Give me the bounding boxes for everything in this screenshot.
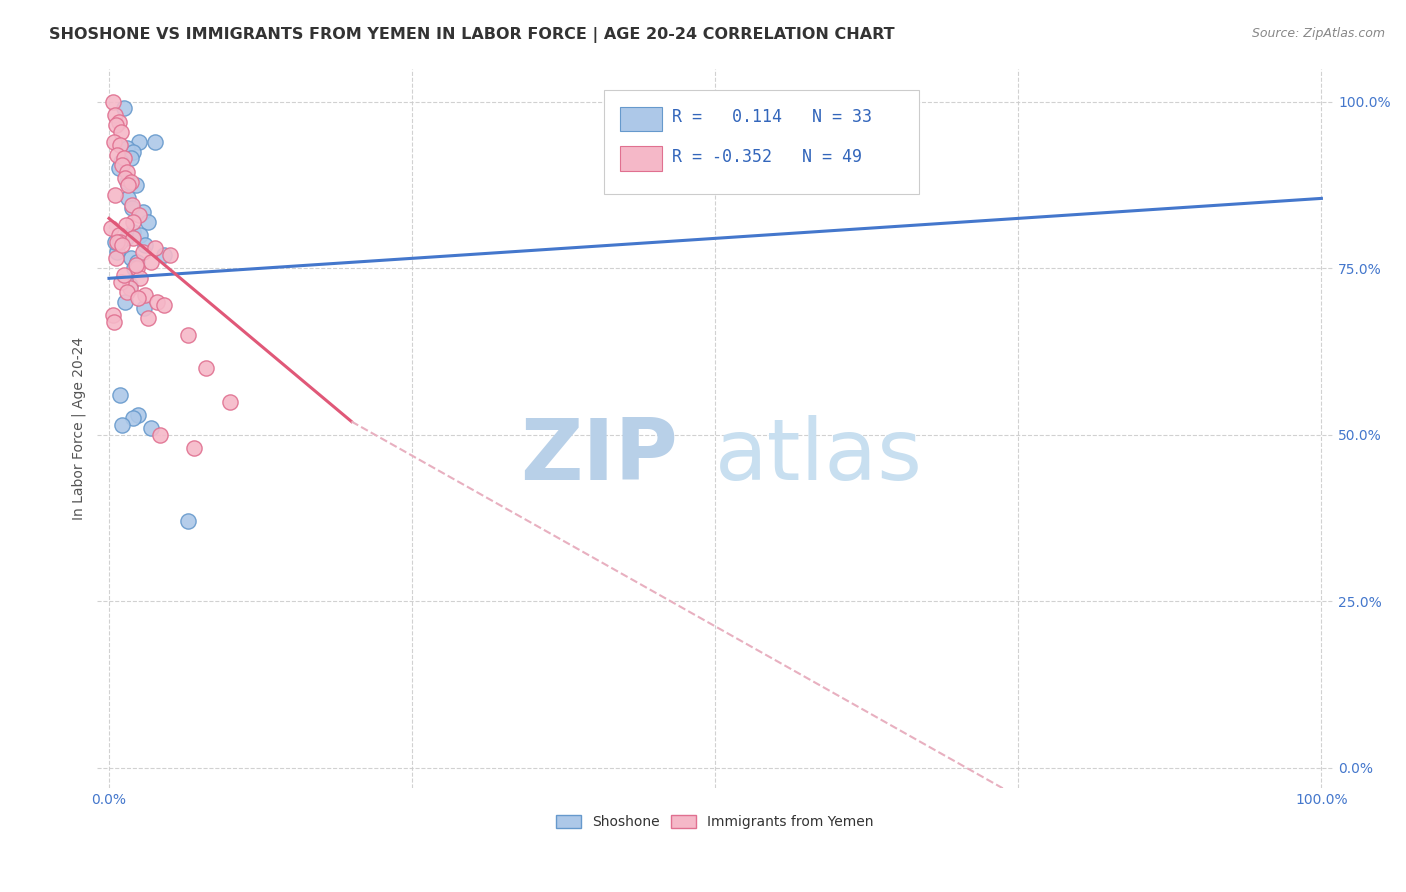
- Point: [111, 417, 134, 432]
- Point: [118, 281, 141, 295]
- Point: [111, 158, 134, 172]
- Text: R =   0.114   N = 33: R = 0.114 N = 33: [672, 109, 872, 127]
- Text: SHOSHONE VS IMMIGRANTS FROM YEMEN IN LABOR FORCE | AGE 20-24 CORRELATION CHART: SHOSHONE VS IMMIGRANTS FROM YEMEN IN LAB…: [49, 27, 894, 43]
- Point: [112, 268, 135, 282]
- Point: [107, 244, 129, 259]
- Point: [152, 248, 174, 262]
- Point: [103, 315, 125, 329]
- Point: [124, 178, 146, 192]
- Point: [159, 248, 181, 262]
- Point: [136, 311, 159, 326]
- Point: [118, 277, 141, 292]
- Point: [108, 235, 131, 249]
- Point: [100, 221, 122, 235]
- Point: [129, 271, 152, 285]
- Point: [103, 135, 125, 149]
- Point: [120, 175, 142, 189]
- Point: [120, 252, 142, 266]
- Point: [141, 254, 163, 268]
- Point: [177, 327, 200, 342]
- Point: [128, 135, 150, 149]
- Point: [129, 227, 152, 242]
- Point: [121, 202, 143, 216]
- Point: [101, 308, 124, 322]
- Point: [115, 285, 138, 299]
- Point: [122, 215, 145, 229]
- Point: [177, 515, 200, 529]
- Point: [115, 175, 138, 189]
- Point: [122, 225, 145, 239]
- FancyBboxPatch shape: [620, 146, 662, 170]
- Point: [104, 188, 127, 202]
- Point: [107, 227, 129, 242]
- Point: [194, 361, 217, 376]
- Text: R = -0.352   N = 49: R = -0.352 N = 49: [672, 148, 862, 166]
- Point: [107, 148, 129, 162]
- Point: [124, 261, 146, 276]
- Point: [127, 291, 149, 305]
- Point: [117, 191, 139, 205]
- Point: [107, 161, 129, 176]
- Point: [114, 171, 136, 186]
- FancyBboxPatch shape: [620, 107, 662, 131]
- Point: [104, 108, 127, 122]
- Point: [104, 235, 127, 249]
- Text: Source: ZipAtlas.com: Source: ZipAtlas.com: [1251, 27, 1385, 40]
- Point: [115, 141, 138, 155]
- Point: [117, 178, 139, 192]
- Point: [143, 135, 166, 149]
- Point: [134, 238, 156, 252]
- Point: [146, 294, 169, 309]
- Point: [125, 254, 148, 268]
- Point: [219, 394, 242, 409]
- Point: [134, 301, 156, 316]
- Point: [112, 152, 135, 166]
- Point: [114, 294, 136, 309]
- Point: [110, 154, 132, 169]
- Point: [152, 298, 174, 312]
- Point: [110, 125, 132, 139]
- Point: [121, 198, 143, 212]
- Y-axis label: In Labor Force | Age 20-24: In Labor Force | Age 20-24: [72, 336, 86, 520]
- Point: [149, 427, 172, 442]
- Text: atlas: atlas: [716, 416, 924, 499]
- Point: [132, 244, 155, 259]
- Text: ZIP: ZIP: [520, 416, 678, 499]
- Point: [101, 95, 124, 109]
- Point: [105, 118, 128, 132]
- Point: [128, 208, 150, 222]
- Legend: Shoshone, Immigrants from Yemen: Shoshone, Immigrants from Yemen: [551, 809, 880, 835]
- Point: [115, 165, 138, 179]
- Point: [141, 421, 163, 435]
- Point: [115, 218, 138, 232]
- Point: [136, 215, 159, 229]
- Point: [127, 408, 149, 422]
- Point: [183, 441, 205, 455]
- Point: [122, 411, 145, 425]
- Point: [124, 258, 146, 272]
- Point: [111, 238, 134, 252]
- Point: [108, 138, 131, 153]
- Point: [122, 145, 145, 159]
- FancyBboxPatch shape: [605, 90, 920, 194]
- Point: [143, 241, 166, 255]
- Point: [132, 204, 155, 219]
- Point: [108, 388, 131, 402]
- Point: [122, 231, 145, 245]
- Point: [120, 152, 142, 166]
- Point: [107, 235, 129, 249]
- Point: [125, 261, 148, 276]
- Point: [134, 288, 156, 302]
- Point: [110, 275, 132, 289]
- Point: [112, 102, 135, 116]
- Point: [115, 231, 138, 245]
- Point: [107, 115, 129, 129]
- Point: [105, 252, 128, 266]
